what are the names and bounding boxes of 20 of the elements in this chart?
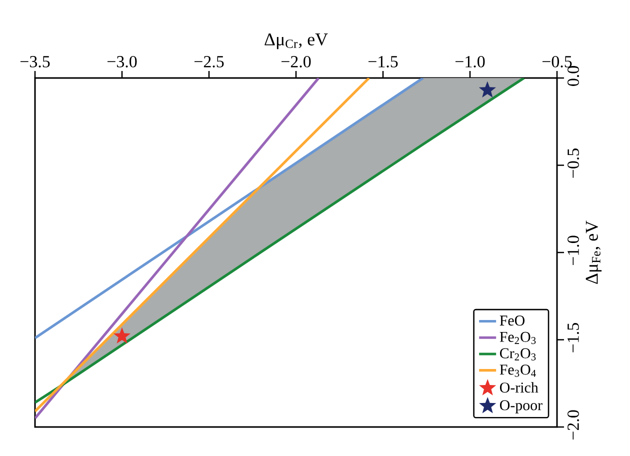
legend-label: FeO [500, 316, 525, 326]
legend-label: Fe$_{2}$O$_{3}$ [500, 332, 536, 344]
y-axis-title: Δμ$_{Fe}$, eV [586, 220, 602, 284]
x-tick-label: −0.5 [542, 56, 572, 68]
x-tick-label: −3.5 [20, 56, 50, 68]
x-axis-title: Δμ$_{Cr}$, eV [264, 33, 328, 50]
legend-label: O-rich [500, 382, 538, 393]
legend-label: Fe$_{3}$O$_{4}$ [500, 364, 536, 377]
x-tick-label: −1.0 [455, 56, 485, 68]
x-tick-label: −2.5 [194, 56, 224, 68]
x-tick-label: −1.5 [368, 56, 398, 68]
y-tick-label: −0.5 [568, 148, 580, 178]
legend-label: Cr$_{2}$O$_{3}$ [500, 348, 536, 360]
x-tick-label: −2.0 [281, 56, 311, 68]
legend-label: O-poor [500, 400, 542, 414]
y-tick-label: −1.5 [568, 323, 579, 352]
y-tick-label: −1.0 [568, 236, 580, 266]
y-tick-label: 0.0 [568, 66, 580, 86]
x-tick-label: −3.0 [107, 56, 137, 68]
y-tick-label: −2.0 [568, 410, 580, 440]
